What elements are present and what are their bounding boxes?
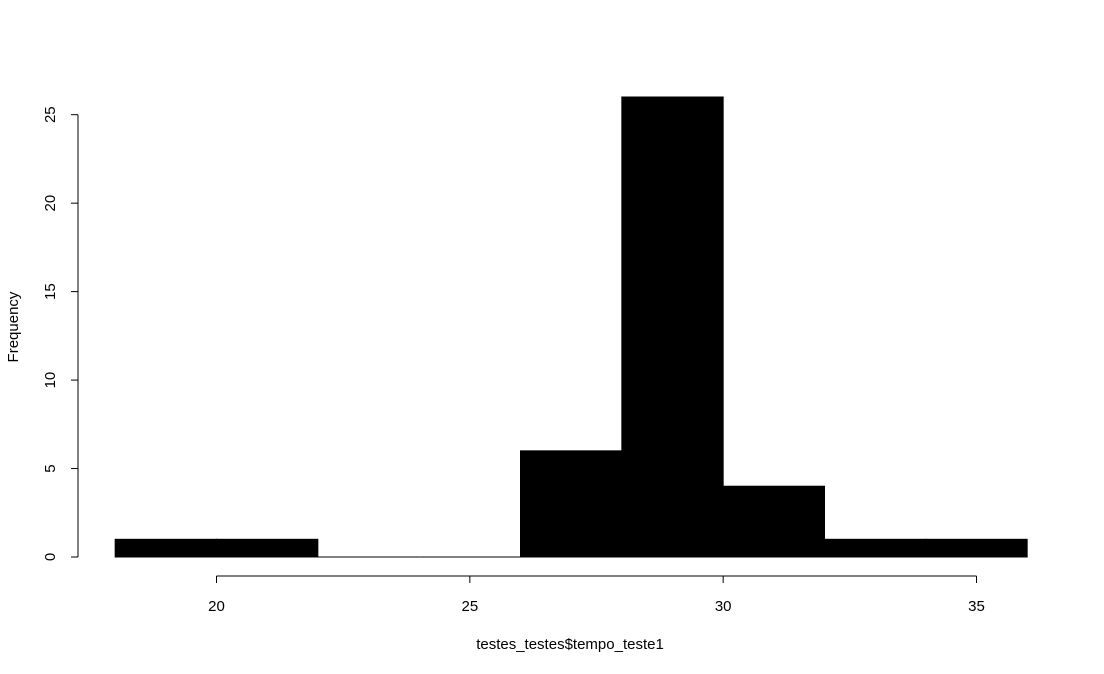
- x-tick-label: 35: [968, 598, 985, 615]
- y-tick-label: 5: [42, 464, 59, 472]
- y-tick-label: 0: [42, 553, 59, 561]
- y-tick-label: 25: [42, 106, 59, 123]
- x-axis-label: testes_testes$tempo_teste1: [476, 636, 664, 653]
- x-tick-label: 30: [715, 598, 732, 615]
- y-tick-label: 10: [42, 372, 59, 389]
- x-tick-label: 20: [208, 598, 225, 615]
- histogram-bar: [520, 450, 623, 558]
- y-tick-label: 15: [42, 283, 59, 300]
- histogram-bar: [722, 485, 826, 558]
- y-tick-label: 20: [42, 195, 59, 212]
- y-axis: 0 5 10 15 20 25: [42, 106, 79, 561]
- histogram-bar: [114, 538, 217, 558]
- x-axis: 20 25 30 35: [208, 575, 985, 615]
- histogram-bar: [216, 538, 319, 558]
- histogram-bar: [621, 96, 724, 558]
- x-tick-label: 25: [461, 598, 478, 615]
- histogram-bar: [925, 538, 1028, 558]
- histogram-bar: [824, 538, 927, 558]
- bars-group: [114, 96, 1028, 558]
- y-axis-label: Frequency: [5, 291, 22, 362]
